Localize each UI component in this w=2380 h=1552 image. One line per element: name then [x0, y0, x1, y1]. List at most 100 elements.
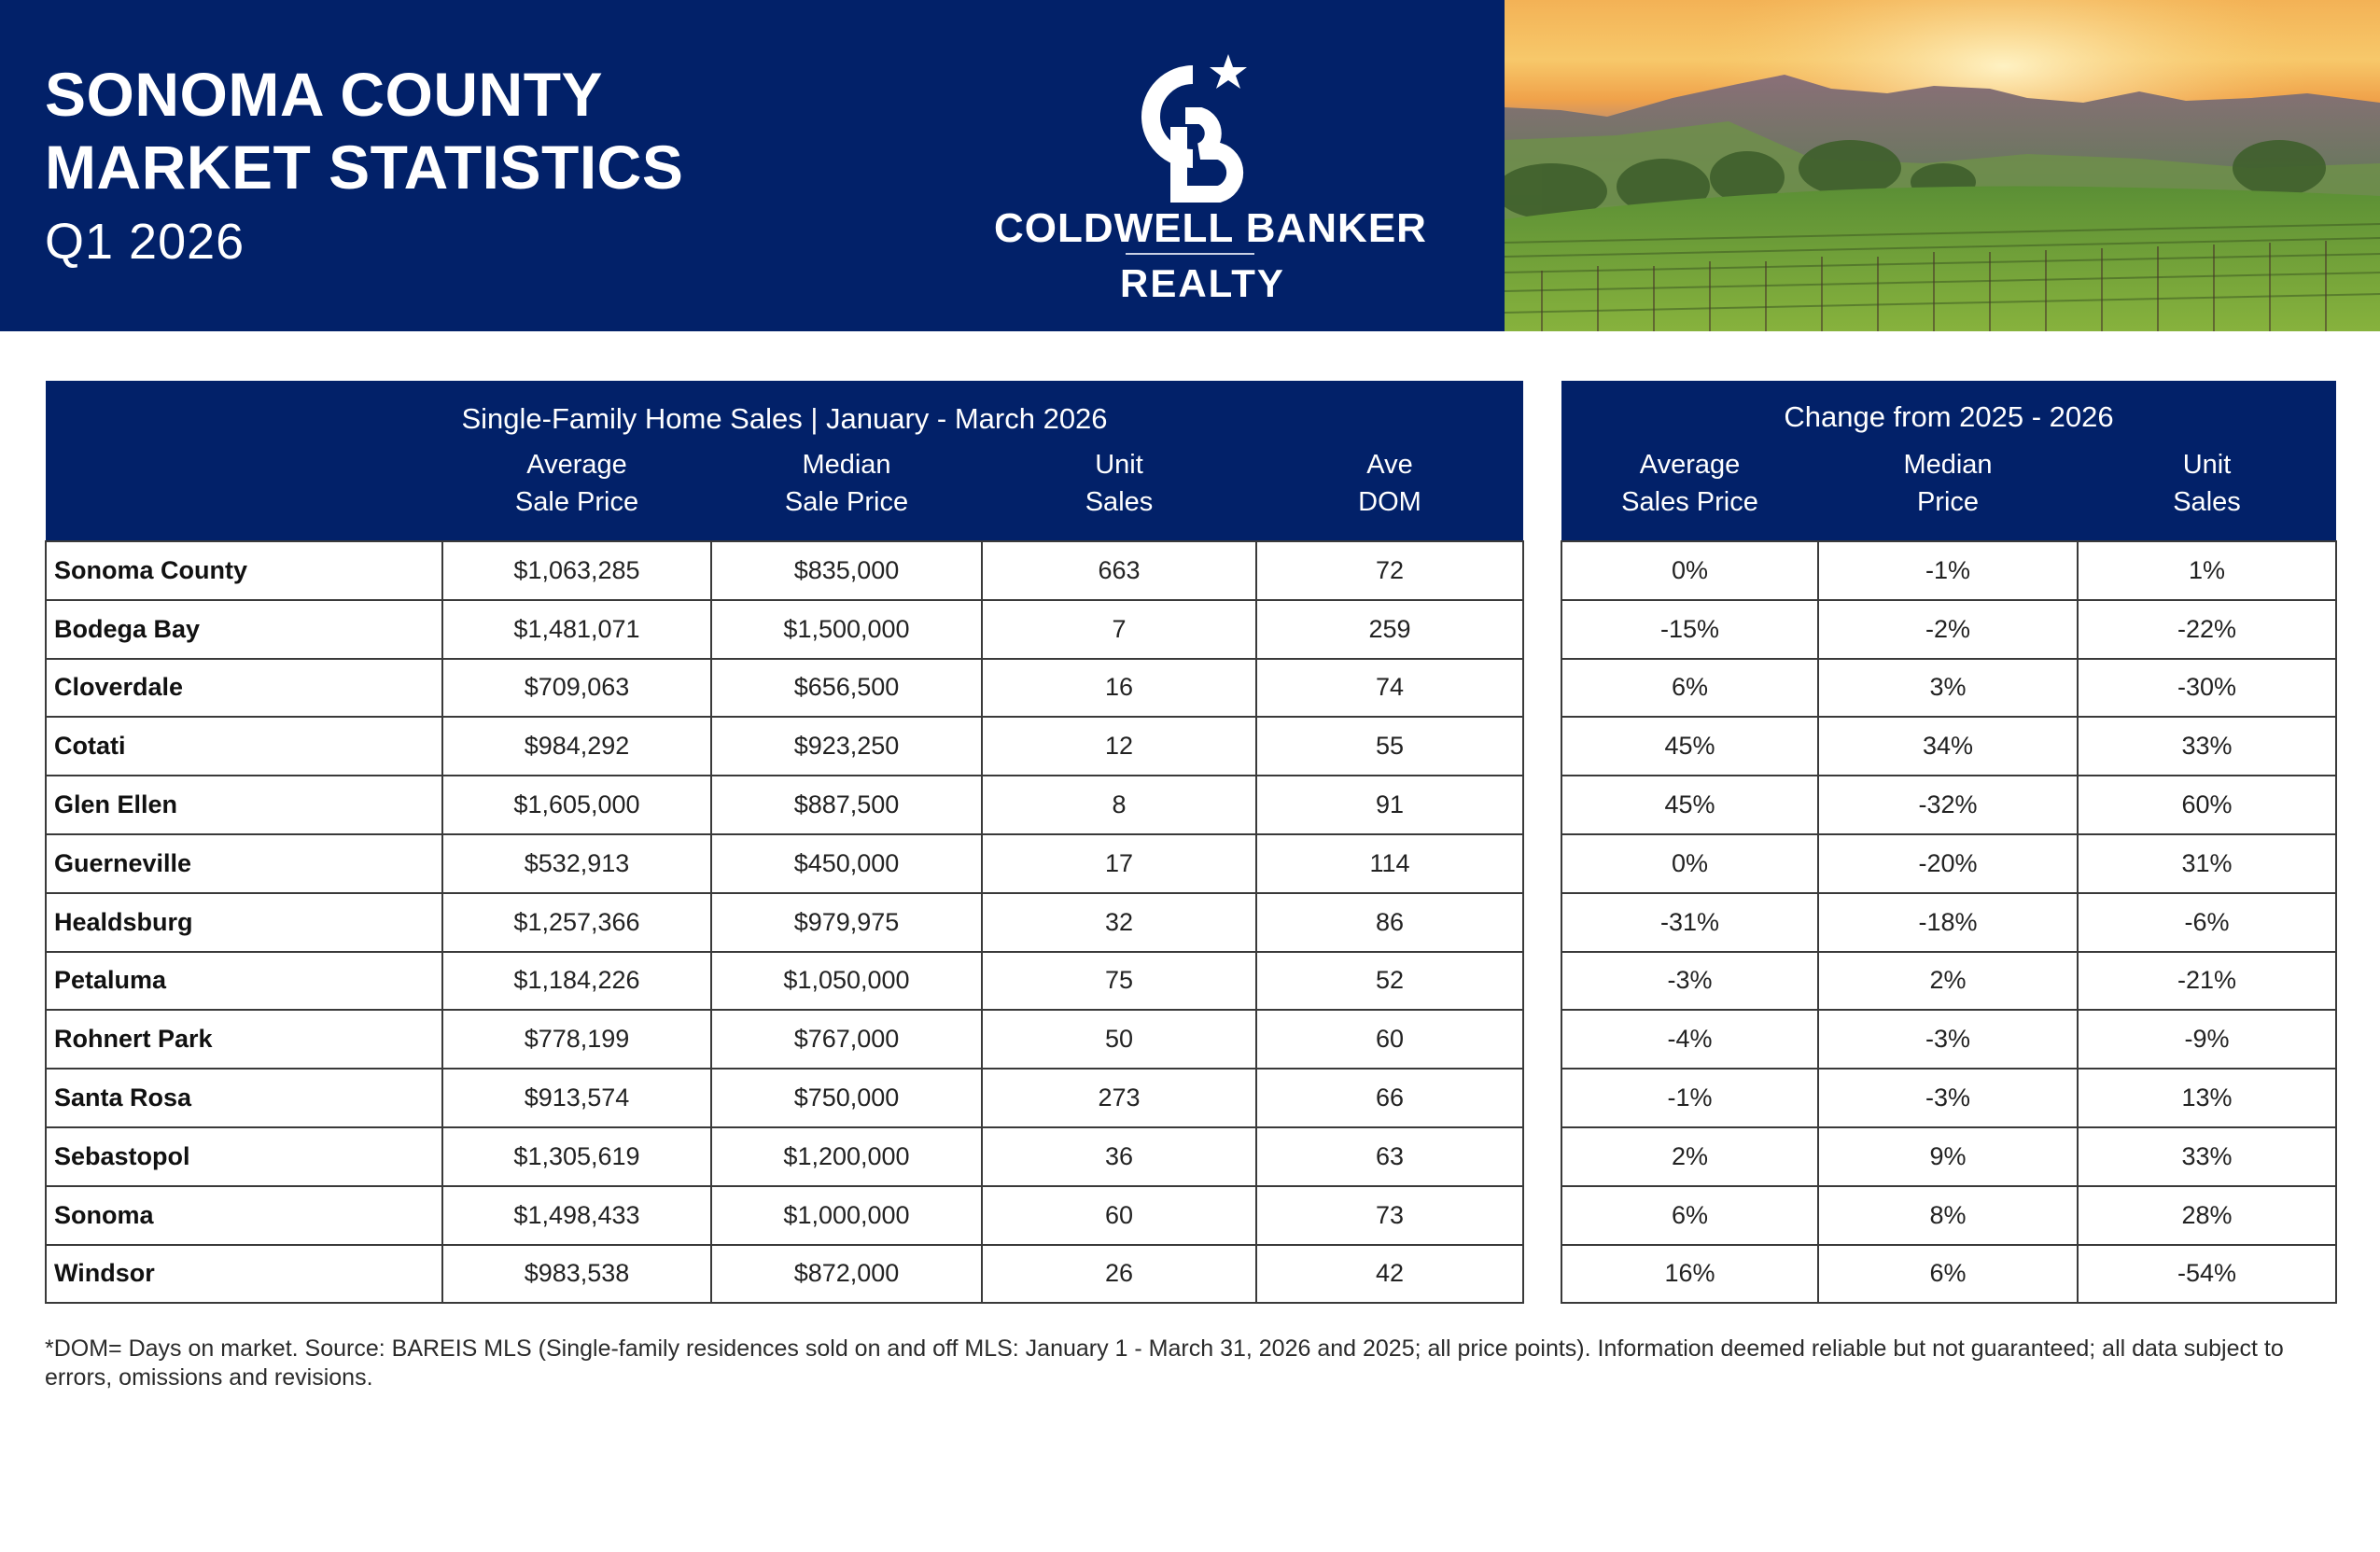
average-sales-price-change-cell: 16%	[1561, 1243, 1819, 1305]
table-row: 0% -20% 31%	[1561, 832, 2337, 894]
average-sale-price-cell: $1,257,366	[441, 891, 712, 953]
area-name-cell: Petaluma	[45, 950, 443, 1012]
page-subtitle: Q1 2026	[45, 214, 245, 270]
table-row: 16% 6% -54%	[1561, 1243, 2337, 1305]
area-name-cell: Cloverdale	[45, 657, 443, 719]
median-price-change-cell: -18%	[1817, 891, 2079, 953]
change-table-body: 0% -1% 1% -15% -2% -22% 6% 3% -30% 45% 34% 33% 45% -3…	[1561, 540, 2337, 1305]
vineyard-photo	[1505, 0, 2380, 331]
median-price-change-cell: -3%	[1817, 1009, 2079, 1070]
area-name-cell: Guerneville	[45, 832, 443, 894]
average-sales-price-change-cell: -3%	[1561, 950, 1819, 1012]
average-sale-price-cell: $913,574	[441, 1068, 712, 1128]
column-header-ave-dom: Ave DOM	[1256, 446, 1524, 541]
header-banner: SONOMA COUNTY MARKET STATISTICS Q1 2026 …	[0, 0, 2380, 331]
unit-sales-cell: 16	[981, 657, 1257, 719]
ave-dom-cell: 60	[1254, 1009, 1525, 1070]
median-sale-price-cell: $1,500,000	[710, 598, 983, 660]
sales-table-body: Sonoma County $1,063,285 $835,000 663 72 Bode…	[45, 540, 1525, 1305]
ave-dom-cell: 114	[1254, 832, 1525, 894]
average-sale-price-cell: $983,538	[441, 1243, 712, 1305]
table-row: Sonoma County $1,063,285 $835,000 663 72	[45, 540, 1525, 601]
average-sales-price-change-cell: 6%	[1561, 657, 1819, 719]
column-header-unit-sales-change: Unit Sales	[2078, 442, 2336, 541]
table-row: Cloverdale $709,063 $656,500 16 74	[45, 657, 1525, 719]
ave-dom-cell: 74	[1254, 657, 1525, 719]
header-line: Median	[1903, 450, 1993, 480]
table-row: -4% -3% -9%	[1561, 1009, 2337, 1070]
unit-sales-cell: 12	[981, 716, 1257, 777]
unit-sales-change-cell: 1%	[2077, 540, 2337, 601]
table-row: -31% -18% -6%	[1561, 891, 2337, 953]
sales-table-caption: Single-Family Home Sales | January - Mar…	[46, 381, 1524, 446]
average-sales-price-change-cell: 45%	[1561, 775, 1819, 835]
unit-sales-change-cell: -54%	[2077, 1243, 2337, 1305]
median-price-change-cell: 34%	[1817, 716, 2079, 777]
table-row: Cotati $984,292 $923,250 12 55	[45, 716, 1525, 777]
change-table-caption: Change from 2025 - 2026	[1561, 381, 2336, 442]
area-name-cell: Sebastopol	[45, 1126, 443, 1187]
coldwell-banker-logo: COLDWELL BANKER REALTY	[971, 37, 1456, 317]
change-table: Change from 2025 - 2026 Average Sales Pri…	[1561, 381, 2337, 1305]
table-row: -3% 2% -21%	[1561, 950, 2337, 1012]
average-sales-price-change-cell: 45%	[1561, 716, 1819, 777]
unit-sales-change-cell: 13%	[2077, 1068, 2337, 1128]
unit-sales-cell: 273	[981, 1068, 1257, 1128]
table-row: -15% -2% -22%	[1561, 598, 2337, 660]
median-sale-price-cell: $979,975	[710, 891, 983, 953]
vineyard-sunset-icon	[1505, 0, 2380, 331]
ave-dom-cell: 73	[1254, 1184, 1525, 1246]
unit-sales-change-cell: -9%	[2077, 1009, 2337, 1070]
median-sale-price-cell: $1,000,000	[710, 1184, 983, 1246]
median-price-change-cell: -32%	[1817, 775, 2079, 835]
title-block: SONOMA COUNTY MARKET STATISTICS Q1 2026	[45, 58, 683, 274]
area-name-cell: Healdsburg	[45, 891, 443, 953]
unit-sales-cell: 7	[981, 598, 1257, 660]
median-price-change-cell: 9%	[1817, 1126, 2079, 1187]
median-sale-price-cell: $887,500	[710, 775, 983, 835]
unit-sales-cell: 75	[981, 950, 1257, 1012]
unit-sales-cell: 663	[981, 540, 1257, 601]
header-line: Sale Price	[514, 487, 639, 517]
median-sale-price-cell: $835,000	[710, 540, 983, 601]
area-name-cell: Santa Rosa	[45, 1068, 443, 1128]
median-price-change-cell: 8%	[1817, 1184, 2079, 1246]
average-sale-price-cell: $709,063	[441, 657, 712, 719]
average-sale-price-cell: $1,605,000	[441, 775, 712, 835]
unit-sales-change-cell: -22%	[2077, 598, 2337, 660]
median-price-change-cell: 6%	[1817, 1243, 2079, 1305]
table-row: Bodega Bay $1,481,071 $1,500,000 7 259	[45, 598, 1525, 660]
average-sale-price-cell: $532,913	[441, 832, 712, 894]
median-sale-price-cell: $656,500	[710, 657, 983, 719]
ave-dom-cell: 86	[1254, 891, 1525, 953]
unit-sales-change-cell: 33%	[2077, 1126, 2337, 1187]
unit-sales-cell: 60	[981, 1184, 1257, 1246]
unit-sales-change-cell: 60%	[2077, 775, 2337, 835]
table-row: 0% -1% 1%	[1561, 540, 2337, 601]
average-sales-price-change-cell: -31%	[1561, 891, 1819, 953]
unit-sales-cell: 8	[981, 775, 1257, 835]
ave-dom-cell: 72	[1254, 540, 1525, 601]
logo-divider	[1126, 253, 1254, 255]
table-row: 45% -32% 60%	[1561, 775, 2337, 835]
header-line: Unit	[2182, 450, 2232, 480]
table-row: 6% 8% 28%	[1561, 1184, 2337, 1246]
area-name-cell: Glen Ellen	[45, 775, 443, 835]
median-sale-price-cell: $767,000	[710, 1009, 983, 1070]
table-row: Healdsburg $1,257,366 $979,975 32 86	[45, 891, 1525, 953]
ave-dom-cell: 66	[1254, 1068, 1525, 1128]
area-name-cell: Windsor	[45, 1243, 443, 1305]
median-price-change-cell: 2%	[1817, 950, 2079, 1012]
unit-sales-cell: 32	[981, 891, 1257, 953]
area-name-cell: Cotati	[45, 716, 443, 777]
table-row: Sebastopol $1,305,619 $1,200,000 36 63	[45, 1126, 1525, 1187]
unit-sales-cell: 17	[981, 832, 1257, 894]
column-header-area	[46, 446, 442, 541]
median-sale-price-cell: $923,250	[710, 716, 983, 777]
ave-dom-cell: 63	[1254, 1126, 1525, 1187]
median-sale-price-cell: $450,000	[710, 832, 983, 894]
median-price-change-cell: 3%	[1817, 657, 2079, 719]
column-header-median-price-change: Median Price	[1818, 442, 2078, 541]
average-sale-price-cell: $778,199	[441, 1009, 712, 1070]
header-line: DOM	[1358, 487, 1421, 517]
